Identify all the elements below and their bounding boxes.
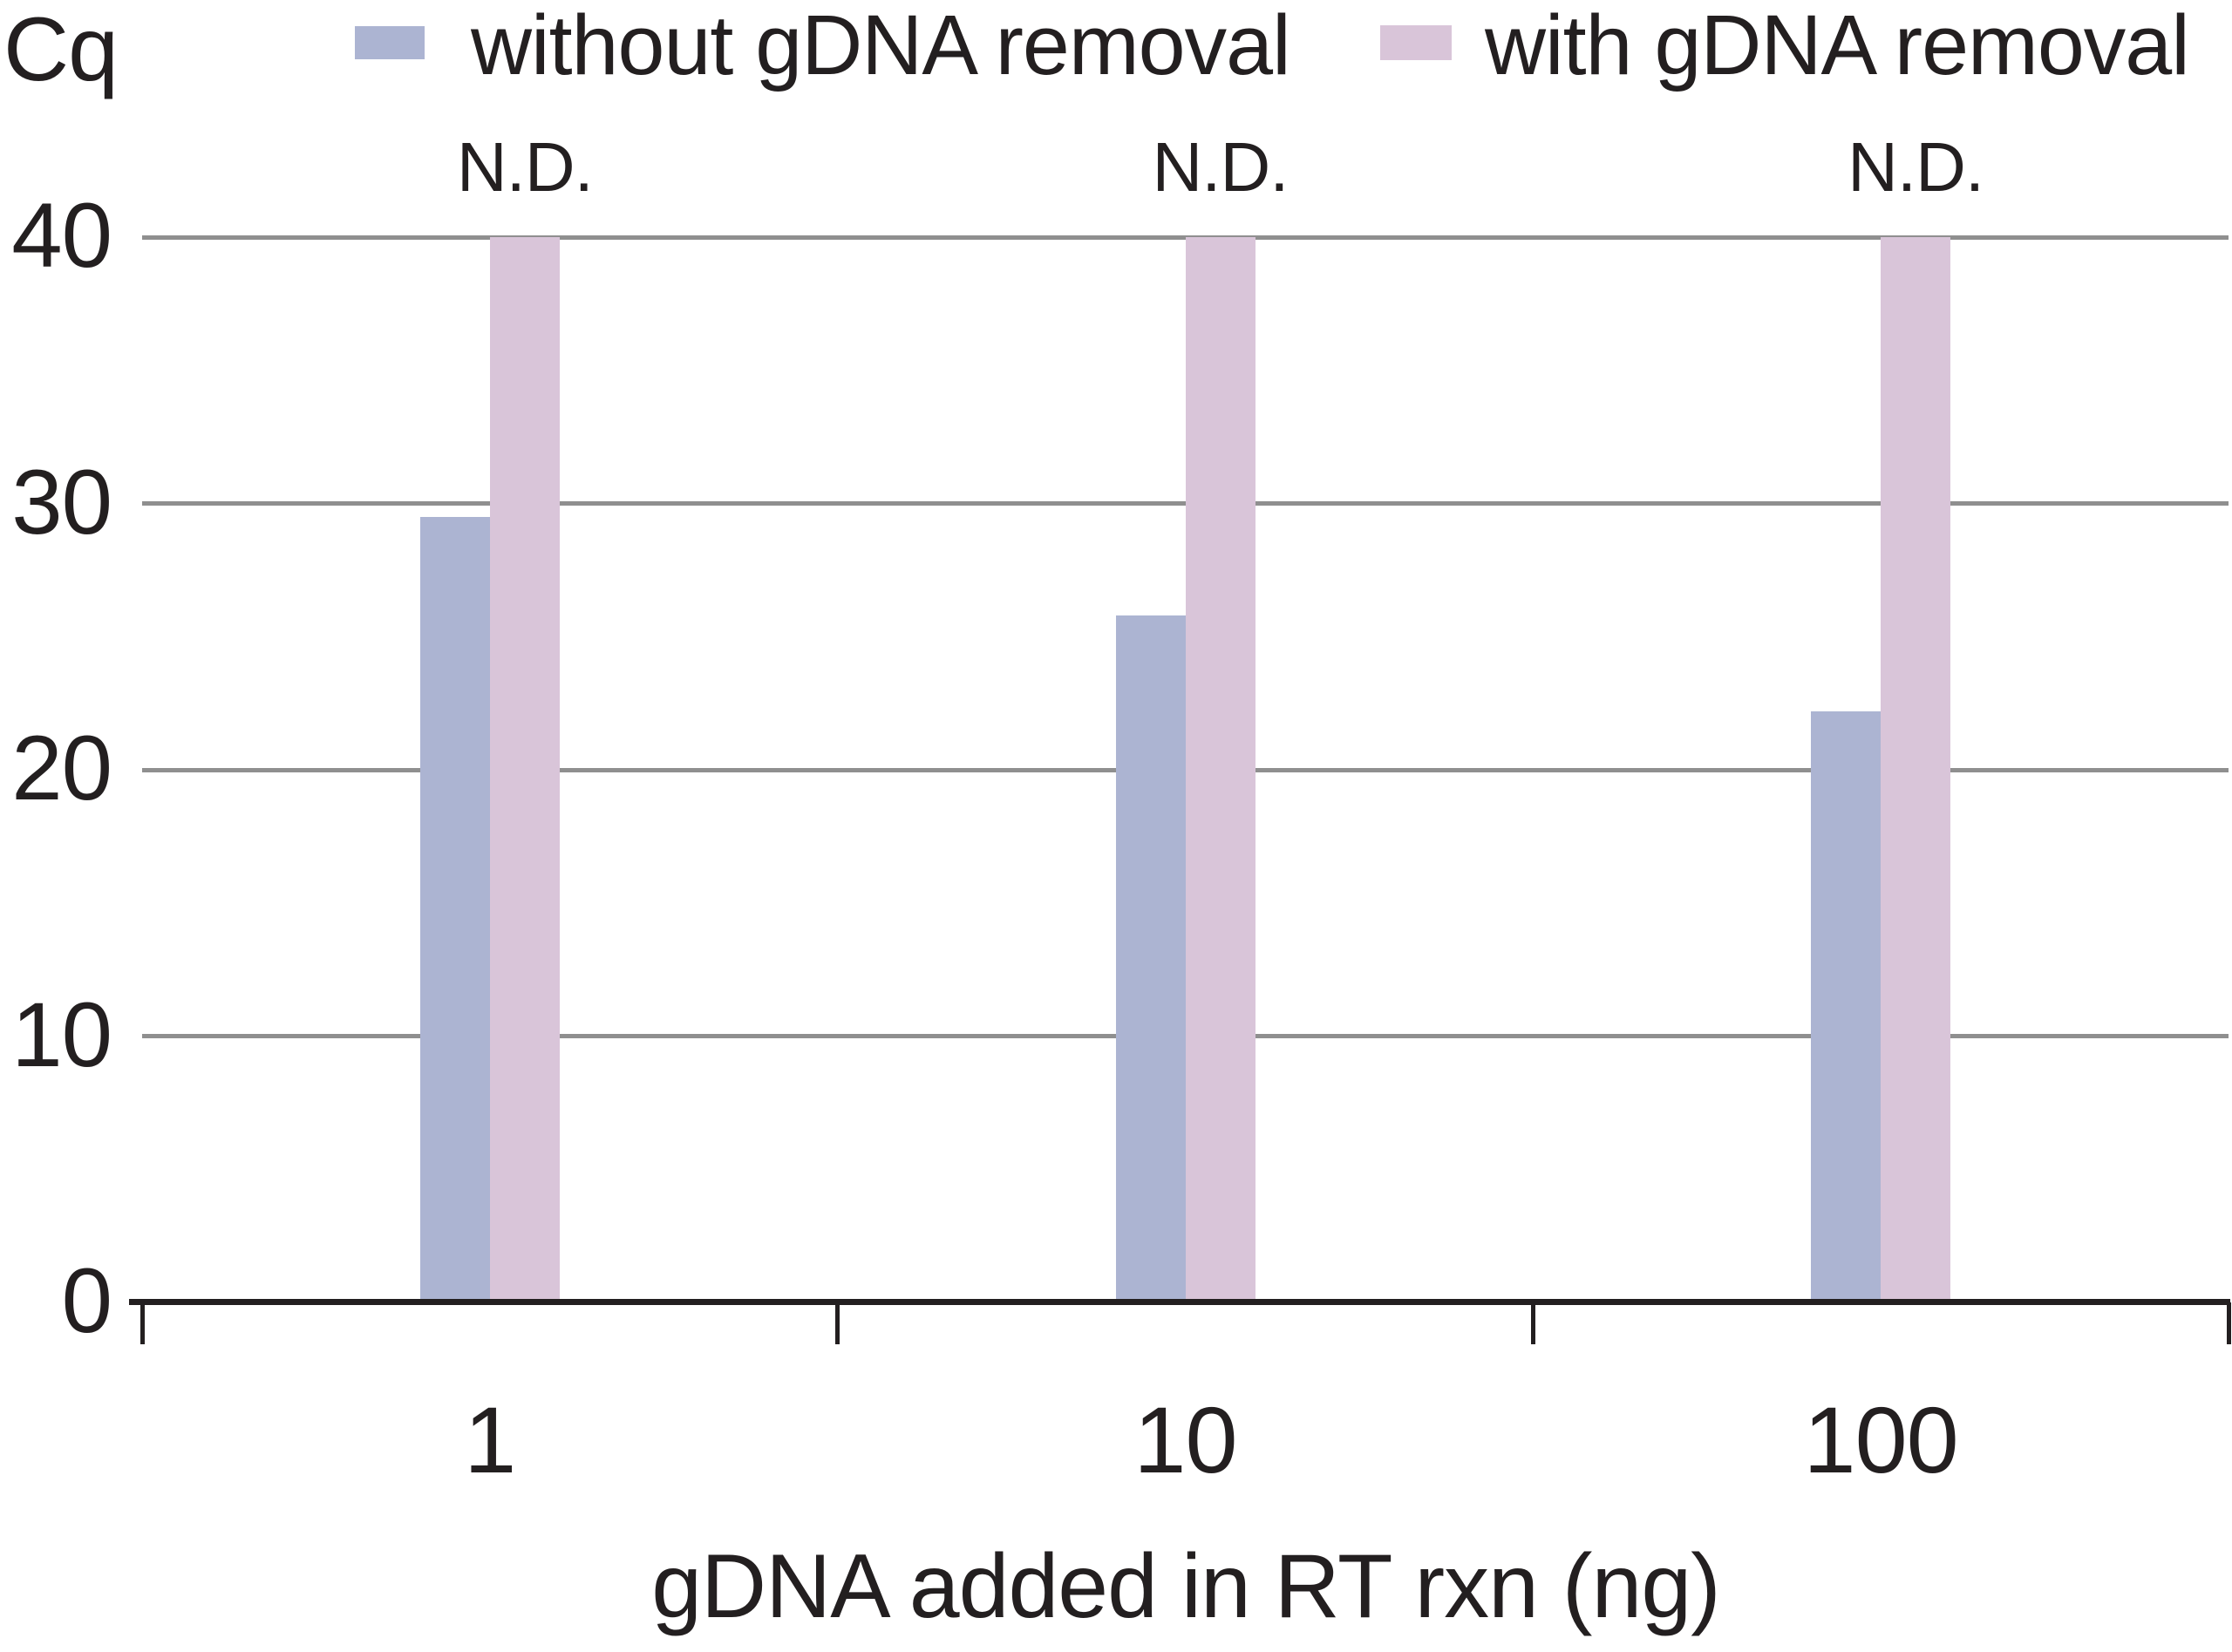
y-tick-label-20: 20	[11, 717, 112, 819]
legend-swatch-without-gdna-removal	[355, 26, 425, 59]
bar-without-gDNA-removal-100	[1811, 710, 1882, 1302]
bar-label-100: N.D.	[1848, 128, 1984, 206]
bar-without-gDNA-removal-1	[419, 516, 490, 1302]
y-tick-label-10: 10	[11, 983, 112, 1086]
x-axis-line	[129, 1299, 2230, 1305]
bar-with-gDNA-removal-10	[1185, 237, 1256, 1302]
bar-with-gDNA-removal-1	[489, 237, 560, 1302]
x-axis-tick-3	[2226, 1302, 2231, 1344]
bar-label-1: N.D.	[456, 128, 594, 206]
legend-label-without-gdna-removal: without gDNA removal	[471, 0, 1291, 92]
legend-swatch-with-gdna-removal	[1380, 25, 1452, 60]
bar-label-10: N.D.	[1152, 128, 1290, 206]
x-tick-label-1: 1	[464, 1387, 516, 1492]
x-axis-tick-0	[140, 1302, 145, 1344]
x-tick-label-100: 100	[1803, 1387, 1959, 1492]
bar-with-gDNA-removal-100	[1881, 237, 1951, 1302]
y-axis-title: Cq	[3, 0, 119, 100]
legend-label-with-gdna-removal: with gDNA removal	[1485, 0, 2190, 92]
x-axis-tick-2	[1530, 1302, 1535, 1344]
y-tick-label-30: 30	[11, 451, 112, 554]
x-axis-title: gDNA added in RT rxn (ng)	[651, 1536, 1721, 1637]
x-axis-tick-1	[835, 1302, 840, 1344]
y-tick-label-0: 0	[61, 1250, 112, 1352]
x-tick-label-10: 10	[1133, 1387, 1237, 1492]
y-tick-label-40: 40	[11, 185, 112, 287]
bar-without-gDNA-removal-10	[1115, 615, 1186, 1302]
